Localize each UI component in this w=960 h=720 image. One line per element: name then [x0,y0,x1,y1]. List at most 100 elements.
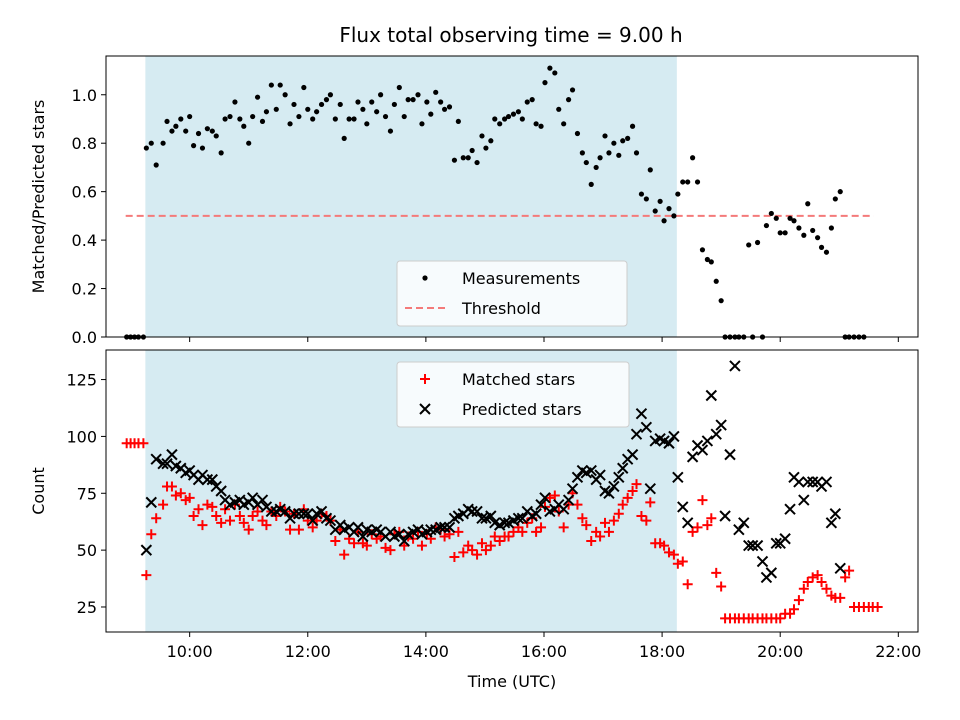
data-point [840,572,851,583]
data-point [357,530,369,543]
legend: Matched stars Predicted stars [396,361,630,428]
legend-label: Matched stars [462,370,575,389]
data-point [466,505,478,518]
data-point [692,522,703,533]
data-point [494,536,505,547]
data-point [705,389,718,402]
data-point [296,113,302,120]
data-point [812,570,823,581]
data-point [844,565,855,576]
data-point [265,505,278,518]
data-point [566,483,579,495]
data-point [166,481,177,492]
data-point [237,116,243,122]
data-point [424,99,430,105]
data-point [261,520,272,531]
data-point [332,116,338,122]
data-point [807,572,818,583]
data-point [773,215,779,221]
data-point [677,501,689,513]
data-point [571,471,584,484]
y-tick-label: 100 [66,427,97,446]
data-point [360,106,366,112]
x-tick-label: 20:00 [757,642,803,661]
data-point [502,116,508,122]
data-point [524,99,530,105]
data-point [512,512,525,524]
data-point [250,113,256,120]
figure-title: Flux total observing time = 9.00 h [339,23,682,47]
data-point [282,92,288,98]
data-point [439,531,450,542]
data-point [754,239,761,246]
data-point [398,535,410,547]
data-point [323,97,330,103]
data-point [492,116,498,122]
data-point [594,469,606,481]
data-point [530,508,542,520]
data-point [434,521,447,534]
data-point [806,476,819,488]
data-point [569,87,576,93]
data-point [305,106,311,112]
data-point [410,97,416,103]
data-point [635,407,648,420]
data-point [719,510,731,522]
data-point [393,528,406,540]
data-point [498,517,511,529]
data-point [396,84,402,91]
data-point [318,101,325,108]
data-point [622,492,633,503]
data-point [829,508,842,520]
data-point [562,494,575,506]
data-point [533,121,539,127]
data-point [666,206,672,212]
data-point [823,249,830,255]
data-point [647,167,653,173]
data-point [455,118,461,125]
data-point [572,499,583,510]
data-point [531,526,542,537]
data-point [497,121,503,127]
data-point [243,524,254,535]
data-point [141,570,152,581]
data-point [178,116,184,122]
x-tick-label: 14:00 [403,642,449,661]
data-point [552,70,558,76]
data-point [441,106,448,112]
data-point [510,111,517,117]
data-point [173,123,179,129]
bottom-panel: 25 50 75 100 125 10:00 12:00 14:00 16:00 18:00 20:… [29,349,921,691]
data-point [696,444,709,456]
data-point [215,485,227,497]
legend: Measurements Threshold [396,260,628,327]
data-point [671,213,677,219]
data-point [629,123,636,129]
data-point [206,473,219,486]
data-point [401,113,407,120]
data-point [636,511,647,522]
data-point [627,486,638,496]
legend-label: Measurements [462,269,580,288]
data-point [535,498,547,511]
data-point [549,490,560,501]
y-tick-label: 0.2 [72,280,97,299]
data-point [151,513,162,524]
data-point [268,82,274,88]
data-point [586,536,597,547]
data-point [644,483,656,495]
data-point [643,196,649,202]
data-point [277,82,283,88]
data-point [657,198,663,204]
data-point [631,479,642,490]
data-point [529,97,535,103]
data-point [645,497,656,508]
data-point [188,511,199,522]
data-point [738,517,750,529]
data-point [508,526,519,537]
data-point [733,523,745,536]
series-x [140,360,846,584]
data-point [801,232,807,238]
y-tick-label: 75 [77,484,97,503]
